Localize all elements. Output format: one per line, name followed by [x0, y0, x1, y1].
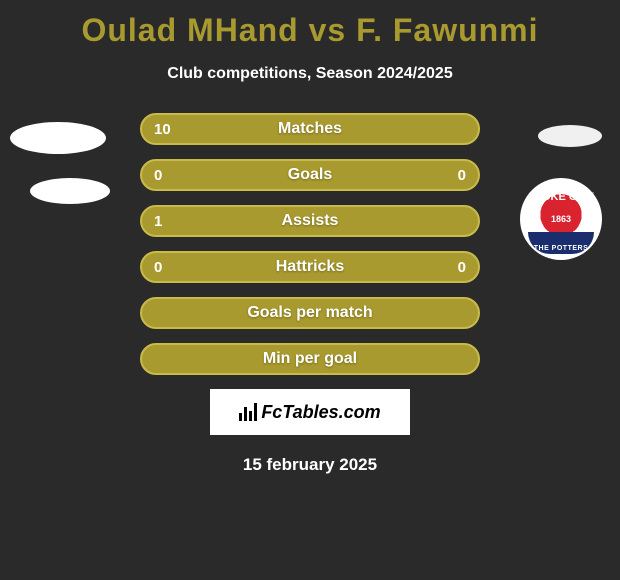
- stat-left-value: 10: [154, 121, 171, 138]
- stat-left-value: 1: [154, 213, 162, 230]
- branding-box: FcTables.com: [210, 389, 410, 435]
- bar-chart-icon: [239, 403, 257, 421]
- stat-label: Goals: [288, 166, 332, 184]
- stat-left-value: 0: [154, 259, 162, 276]
- stat-row-hattricks: 0 Hattricks 0: [140, 251, 480, 283]
- stat-label: Min per goal: [263, 350, 357, 368]
- stat-label: Matches: [278, 120, 342, 138]
- stat-label: Hattricks: [276, 258, 344, 276]
- page-title: Oulad MHand vs F. Fawunmi: [0, 0, 620, 49]
- stat-label: Goals per match: [247, 304, 372, 322]
- stat-row-assists: 1 Assists: [140, 205, 480, 237]
- stat-right-value: 0: [458, 259, 466, 276]
- stat-row-matches: 10 Matches: [140, 113, 480, 145]
- badge-bottom-text: THE POTTERS: [534, 245, 589, 252]
- stat-label: Assists: [282, 212, 339, 230]
- stat-right-value: 0: [458, 167, 466, 184]
- stat-row-min-per-goal: Min per goal: [140, 343, 480, 375]
- stats-container: 10 Matches 0 Goals 0 1 Assists 0 Hattric…: [0, 113, 620, 375]
- branding-text: FcTables.com: [261, 402, 380, 423]
- date-text: 15 february 2025: [0, 455, 620, 475]
- badge-year: 1863: [551, 214, 571, 224]
- subtitle: Club competitions, Season 2024/2025: [0, 65, 620, 83]
- stat-row-goals: 0 Goals 0: [140, 159, 480, 191]
- badge-top-text: STOKE CITY: [528, 192, 594, 203]
- stat-left-value: 0: [154, 167, 162, 184]
- stat-row-goals-per-match: Goals per match: [140, 297, 480, 329]
